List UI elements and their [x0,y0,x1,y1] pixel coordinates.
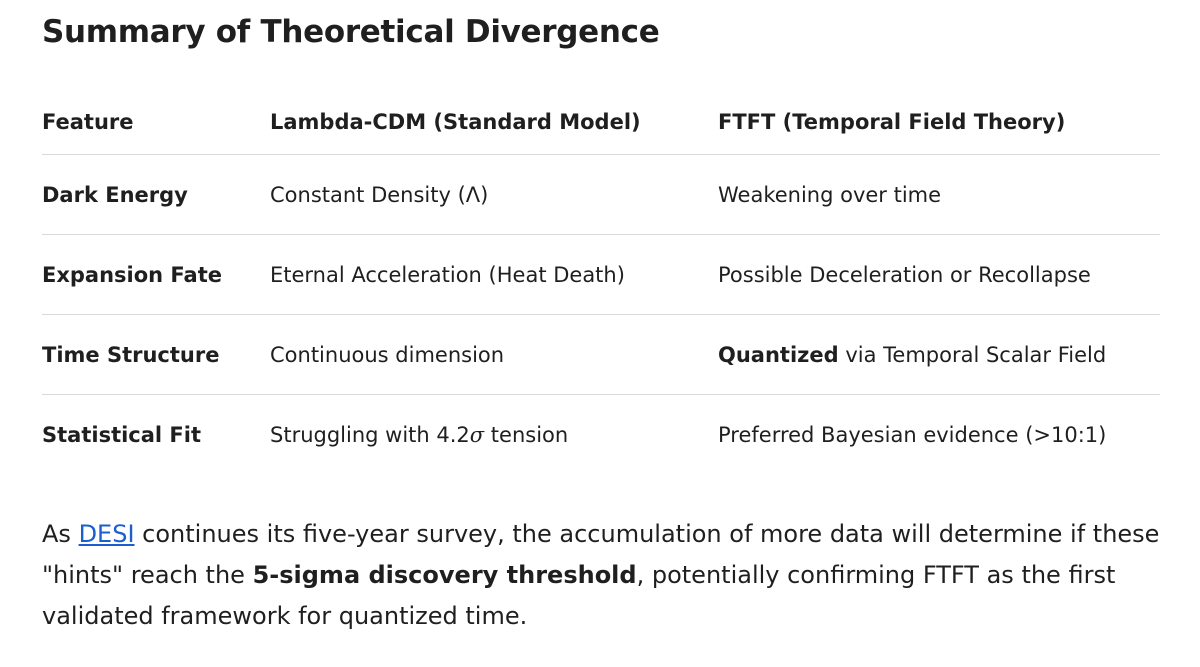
cell: Possible Deceleration or Recollapse [718,234,1160,315]
cell: Expansion Fate [42,234,270,315]
header-cell: FTFT (Temporal Field Theory) [718,90,1160,155]
cell: Dark Energy [42,154,270,235]
row: Dark Energy Constant Density (Λ) Weakeni… [42,154,1160,235]
title: Summary of Theoretical Divergence [42,14,660,50]
row: Time Structure Continuous dimension Quan… [42,314,1160,395]
header-row: Feature Lambda-CDM (Standard Model) FTFT… [42,90,1160,155]
cell: Quantized via Temporal Scalar Field [718,314,1160,395]
text: tension [484,422,569,447]
text: As [42,520,79,548]
header-cell: Feature [42,90,270,155]
text: via Temporal Scalar Field [838,342,1107,367]
bold-text: 5-sigma discovery threshold [252,561,637,589]
bold-text: Quantized [718,342,839,367]
text: , potentially confirming FTFT as the fir… [42,561,1116,630]
paragraph: As DESI continues its five-year survey, … [42,514,1172,637]
cell: Constant Density (Λ) [270,154,718,235]
symbol: σ [469,422,485,447]
cell: Eternal Acceleration (Heat Death) [270,234,718,315]
text: continues its five-year survey, the accu… [42,520,1160,589]
cell: Time Structure [42,314,270,395]
cell: Preferred Bayesian evidence (>10:1) [718,422,1107,447]
comparison-table: Feature Lambda-CDM (Standard Model) FTFT… [42,90,1160,474]
cell: Struggling with 4.2σ tension [270,395,718,475]
row: Statistical Fit Struggling with 4.2σ ten… [42,395,1160,475]
cell: Continuous dimension [270,314,718,395]
text: Struggling with 4.2 [270,422,470,447]
header-cell: Lambda-CDM (Standard Model) [270,90,718,155]
cell: Statistical Fit [42,422,202,447]
cell: Weakening over time [718,154,1160,235]
link[interactable]: DESI [78,520,135,548]
row: Expansion Fate Eternal Acceleration (Hea… [42,234,1160,315]
